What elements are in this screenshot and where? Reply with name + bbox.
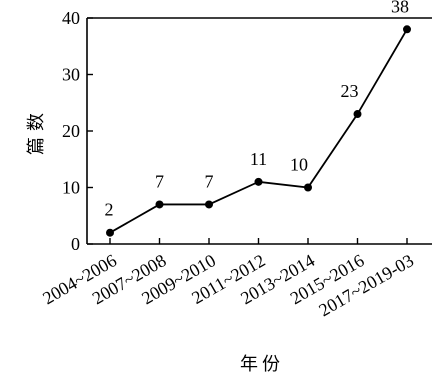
data-label: 38 — [391, 0, 409, 16]
series-line — [109, 28, 408, 234]
data-point — [304, 183, 312, 192]
data-point — [254, 177, 263, 186]
y-tick-label: 30 — [62, 65, 80, 85]
series-group — [106, 25, 411, 237]
y-tick-label: 40 — [62, 8, 80, 28]
y-axis-title: 篇数 — [26, 107, 47, 155]
y-tick-label: 0 — [71, 234, 80, 254]
data-label: 7 — [155, 171, 164, 191]
data-point — [403, 25, 411, 34]
data-label: 7 — [205, 171, 214, 191]
data-point — [155, 200, 164, 209]
plot-frame — [86, 17, 432, 245]
y-tick-label: 10 — [62, 178, 80, 198]
data-labels: 2 7 7 11 10 23 38 — [105, 0, 410, 220]
data-label: 10 — [290, 155, 308, 175]
data-point — [205, 200, 213, 209]
data-label: 11 — [250, 149, 267, 169]
x-axis-title: 年份 — [240, 354, 284, 375]
data-label: 23 — [341, 81, 359, 101]
x-axis-ticks: 2004~20062007~20082009~20102011~20122013… — [39, 238, 417, 320]
y-tick-label: 20 — [62, 121, 80, 141]
y-axis-ticks: 0 10 20 30 40 — [62, 8, 93, 254]
data-point — [106, 228, 114, 237]
data-label: 2 — [105, 200, 114, 220]
data-point — [353, 110, 362, 119]
